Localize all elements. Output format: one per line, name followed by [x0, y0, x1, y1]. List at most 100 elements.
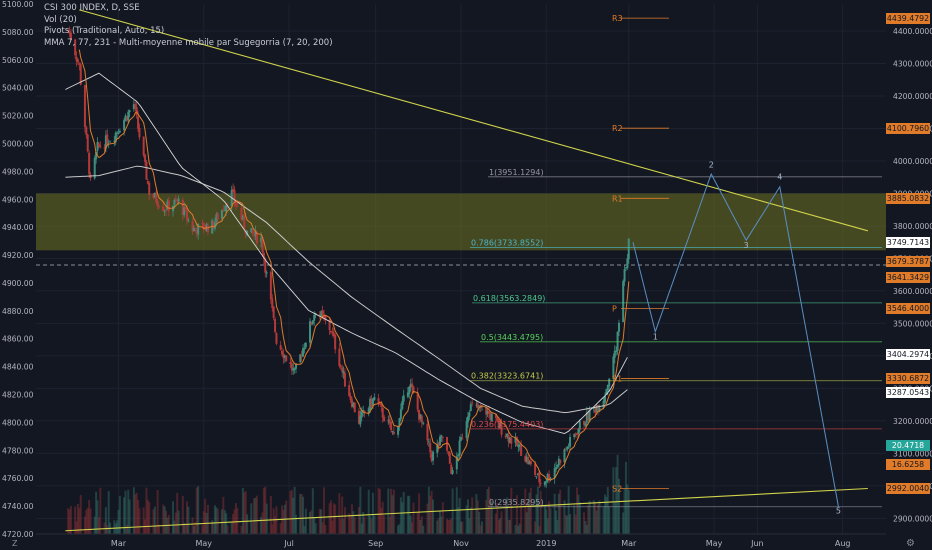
candle-body[interactable] — [584, 423, 587, 426]
candle-body[interactable] — [419, 414, 422, 419]
candle-body[interactable] — [251, 229, 254, 234]
candle-body[interactable] — [127, 111, 130, 121]
candle-body[interactable] — [608, 378, 611, 387]
candle-body[interactable] — [232, 188, 235, 192]
candle-body[interactable] — [118, 130, 121, 133]
candle-body[interactable] — [504, 435, 507, 438]
candle-body[interactable] — [88, 152, 91, 175]
candle-body[interactable] — [613, 350, 616, 358]
candle-body[interactable] — [535, 476, 538, 478]
candle-body[interactable] — [313, 314, 316, 321]
candle-body[interactable] — [124, 115, 127, 121]
candle-body[interactable] — [468, 412, 471, 417]
candle-body[interactable] — [598, 407, 601, 412]
symbol-title[interactable]: CSI 300 INDEX, D, SSE — [44, 3, 140, 13]
pivots-indicator-label[interactable]: Pivots (Traditional, Auto, 15) — [44, 26, 165, 36]
candle-body[interactable] — [448, 452, 451, 464]
candle-body[interactable] — [353, 402, 356, 413]
candle-body[interactable] — [104, 135, 107, 149]
candle-body[interactable] — [135, 107, 138, 115]
candle-body[interactable] — [254, 230, 257, 237]
candle-body[interactable] — [282, 354, 285, 359]
candle-body[interactable] — [390, 421, 393, 431]
candle-body[interactable] — [525, 456, 528, 462]
candle-body[interactable] — [67, 29, 70, 31]
candle-body[interactable] — [409, 384, 412, 388]
candle-body[interactable] — [185, 211, 188, 220]
candle-body[interactable] — [369, 398, 372, 410]
candle-body[interactable] — [350, 399, 353, 408]
candle-body[interactable] — [363, 410, 366, 413]
candle-body[interactable] — [538, 472, 541, 483]
candle-body[interactable] — [253, 235, 256, 237]
candle-body[interactable] — [578, 421, 581, 430]
candle-body[interactable] — [338, 348, 341, 367]
candle-body[interactable] — [173, 199, 176, 206]
candle-body[interactable] — [567, 446, 570, 448]
candle-body[interactable] — [243, 215, 246, 229]
candle-body[interactable] — [592, 408, 595, 410]
candle-body[interactable] — [272, 306, 275, 318]
candle-body[interactable] — [195, 229, 198, 234]
candle-body[interactable] — [309, 321, 312, 343]
candle-body[interactable] — [555, 467, 558, 470]
candle-body[interactable] — [211, 220, 214, 234]
candle-body[interactable] — [371, 398, 374, 406]
candle-body[interactable] — [461, 438, 464, 440]
candle-body[interactable] — [612, 356, 615, 380]
candle-body[interactable] — [177, 198, 180, 202]
candle-body[interactable] — [539, 483, 542, 484]
candle-body[interactable] — [381, 407, 384, 418]
candle-body[interactable] — [378, 404, 381, 405]
candle-body[interactable] — [236, 206, 239, 207]
candle-body[interactable] — [534, 463, 537, 475]
candle-body[interactable] — [420, 415, 423, 423]
candle-body[interactable] — [357, 410, 360, 424]
candle-body[interactable] — [585, 412, 588, 423]
candle-body[interactable] — [388, 419, 391, 424]
candle-body[interactable] — [250, 228, 253, 233]
candle-body[interactable] — [318, 314, 321, 316]
candle-body[interactable] — [520, 445, 523, 456]
elliott-wave-projection[interactable]: 1 2 3 4 5 — [632, 160, 841, 516]
candle-body[interactable] — [202, 222, 205, 230]
candle-body[interactable] — [341, 367, 344, 372]
candle-body[interactable] — [594, 409, 597, 413]
candle-body[interactable] — [302, 348, 305, 357]
candle-body[interactable] — [220, 210, 223, 219]
candle-body[interactable] — [426, 423, 429, 441]
candle-body[interactable] — [401, 401, 404, 409]
candle-body[interactable] — [213, 222, 216, 229]
candle-body[interactable] — [602, 400, 605, 408]
candle-body[interactable] — [549, 477, 552, 480]
candle-body[interactable] — [145, 161, 148, 180]
candle-body[interactable] — [322, 315, 325, 318]
candle-body[interactable] — [441, 437, 444, 438]
candle-body[interactable] — [299, 354, 302, 363]
candle-body[interactable] — [497, 419, 500, 429]
candle-body[interactable] — [506, 433, 509, 437]
candle-body[interactable] — [132, 104, 135, 110]
candle-body[interactable] — [478, 405, 481, 407]
candle-body[interactable] — [128, 110, 131, 112]
candle-body[interactable] — [622, 281, 625, 323]
candle-body[interactable] — [97, 143, 100, 147]
candle-body[interactable] — [155, 193, 158, 203]
candle-body[interactable] — [606, 384, 609, 391]
candle-body[interactable] — [359, 416, 362, 425]
candle-body[interactable] — [275, 333, 278, 344]
candle-body[interactable] — [339, 365, 342, 368]
candle-body[interactable] — [360, 411, 363, 418]
candle-body[interactable] — [566, 446, 569, 450]
candle-body[interactable] — [212, 221, 215, 228]
candle-body[interactable] — [573, 434, 576, 437]
candle-body[interactable] — [485, 407, 488, 415]
candle-body[interactable] — [271, 298, 274, 309]
candle-body[interactable] — [553, 468, 556, 479]
candle-body[interactable] — [183, 207, 186, 216]
candle-body[interactable] — [583, 421, 586, 425]
candle-body[interactable] — [469, 404, 472, 412]
vol-indicator-label[interactable]: Vol (20) — [44, 14, 77, 25]
candle-body[interactable] — [197, 223, 200, 235]
